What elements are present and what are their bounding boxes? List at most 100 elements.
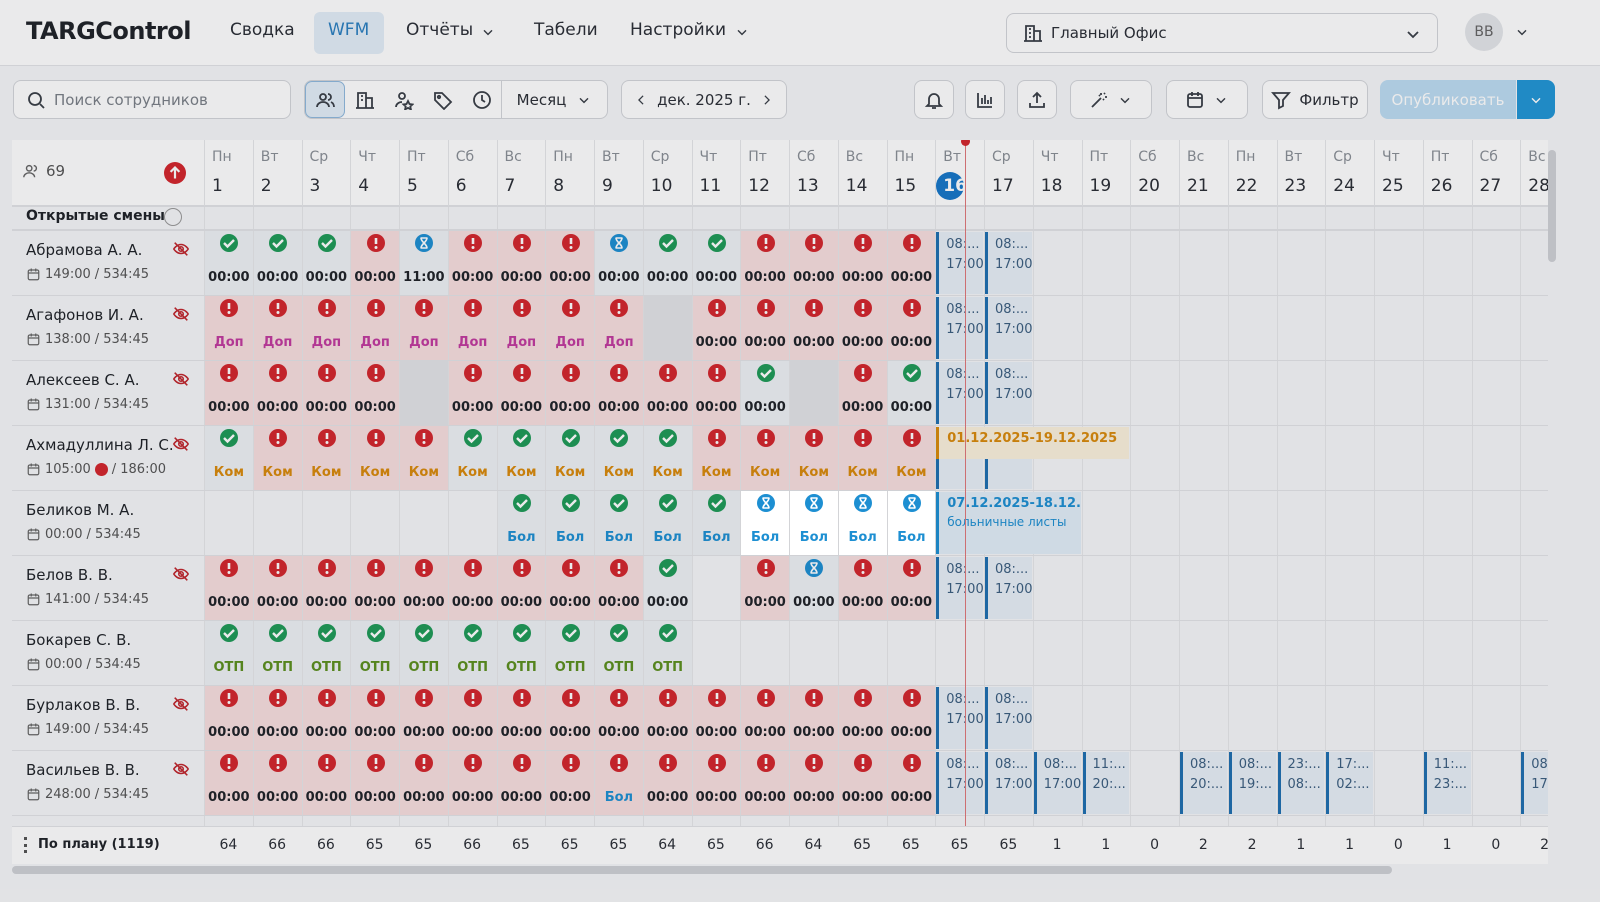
tags-view[interactable] [423,90,462,110]
day-cell[interactable]: 00:00 [741,231,789,295]
day-cell[interactable]: Ком [741,426,789,490]
day-cell[interactable]: Ком [497,426,546,490]
day-cell[interactable]: Ком [692,426,741,490]
nav-item[interactable]: Табели [534,20,598,40]
footer-menu[interactable] [24,837,28,853]
calendar-button[interactable] [1166,80,1248,119]
day-cell[interactable]: ОТП [253,621,302,685]
day-cell[interactable]: 00:00 [205,556,253,620]
day-cell[interactable]: 00:00 [692,231,741,295]
day-cell[interactable]: Доп [546,296,594,360]
day-cell[interactable]: Ком [253,426,302,490]
shift-block[interactable]: 08:...17:00 [936,687,983,749]
stats-button[interactable] [965,80,1005,119]
day-cell[interactable]: Ком [400,426,448,490]
day-cell[interactable]: Бол [838,491,887,555]
day-cell[interactable]: 00:00 [887,296,936,360]
day-cell[interactable]: 00:00 [790,686,838,750]
day-cell[interactable]: 00:00 [497,751,546,815]
day-cell[interactable]: 00:00 [692,686,741,750]
day-cell[interactable]: 00:00 [692,361,741,425]
day-cell[interactable]: 00:00 [741,361,789,425]
day-cell[interactable]: 00:00 [838,556,887,620]
notifications-button[interactable] [914,80,954,119]
day-cell[interactable]: 00:00 [351,751,399,815]
next-button[interactable] [760,90,774,110]
day-cell[interactable]: 00:00 [205,361,253,425]
day-cell[interactable]: 00:00 [741,751,789,815]
day-cell[interactable]: Ком [351,426,399,490]
day-cell[interactable]: 00:00 [595,556,643,620]
day-cell[interactable]: 00:00 [790,751,838,815]
day-cell[interactable]: 00:00 [253,556,302,620]
day-cell[interactable]: 00:00 [546,686,594,750]
day-cell[interactable]: ОТП [546,621,594,685]
day-cell[interactable]: Ком [546,426,594,490]
day-cell[interactable]: 00:00 [448,556,497,620]
employee-name[interactable]: Ахмадуллина Л. С. [26,436,174,454]
shift-block[interactable]: 08:...17:00 [985,687,1032,749]
day-cell[interactable]: Ком [887,426,936,490]
search-input[interactable]: Поиск сотрудников [13,80,291,119]
day-cell[interactable]: 00:00 [643,231,692,295]
day-cell[interactable]: 00:00 [741,556,789,620]
day-cell[interactable]: Ком [448,426,497,490]
people-view[interactable] [305,81,345,118]
absence-period[interactable]: 01.12.2025-19.12.2025 [936,427,1130,459]
day-cell[interactable]: ОТП [205,621,253,685]
hidden-icon[interactable] [172,435,190,457]
day-cell[interactable]: Ком [790,426,838,490]
day-cell[interactable]: 00:00 [741,296,789,360]
day-cell[interactable]: 00:00 [448,361,497,425]
shift-block[interactable]: 11:... 23:... [1423,752,1471,814]
day-cell[interactable] [790,361,838,425]
day-cell[interactable]: 00:00 [205,751,253,815]
day-cell[interactable]: 00:00 [253,231,302,295]
publish-button[interactable]: Опубликовать [1380,80,1516,119]
day-cell[interactable]: 00:00 [400,751,448,815]
day-cell[interactable]: 00:00 [838,686,887,750]
auto-button[interactable] [1070,80,1152,119]
day-cell[interactable]: 00:00 [253,361,302,425]
day-cell[interactable]: 00:00 [253,686,302,750]
day-cell[interactable]: 00:00 [448,231,497,295]
day-cell[interactable]: 00:00 [448,751,497,815]
day-cell[interactable]: 00:00 [692,751,741,815]
employee-name[interactable]: Белов В. В. [26,566,113,584]
day-cell[interactable]: Ком [643,426,692,490]
nav-item[interactable]: Отчёты [406,20,474,40]
day-cell[interactable]: 00:00 [790,231,838,295]
day-cell[interactable]: Бол [643,491,692,555]
shift-block[interactable]: 08:...17:00 [1033,752,1081,814]
employee-name[interactable]: Агафонов И. А. [26,306,144,324]
shift-block[interactable]: 08:...17:00 [985,752,1032,814]
day-cell[interactable]: 00:00 [595,361,643,425]
hidden-icon[interactable] [172,695,190,717]
building-view[interactable] [345,90,384,110]
day-cell[interactable]: 00:00 [838,231,887,295]
hidden-icon[interactable] [172,240,190,262]
export-button[interactable] [1017,80,1057,119]
day-cell[interactable]: Бол [546,491,594,555]
time-view[interactable] [462,90,501,110]
day-cell[interactable]: Доп [448,296,497,360]
day-cell[interactable]: 00:00 [595,686,643,750]
day-cell[interactable]: 00:00 [546,751,594,815]
day-cell[interactable]: Бол [692,491,741,555]
day-cell[interactable]: Ком [302,426,351,490]
hidden-icon[interactable] [172,565,190,587]
absence-period[interactable]: 07.12.2025-18.12.2... больничные листы [936,492,1081,554]
shift-block[interactable]: 08:... 19:... [1228,752,1276,814]
shift-block[interactable]: 17:... 02:... [1326,752,1373,814]
day-cell[interactable]: Доп [253,296,302,360]
day-cell[interactable]: 00:00 [497,686,546,750]
office-select[interactable]: Главный Офис [1006,13,1438,53]
employee-name[interactable]: Васильев В. В. [26,761,140,779]
day-cell[interactable]: Ком [205,426,253,490]
shift-block[interactable]: 08:...17:00 [936,297,983,359]
help-icon[interactable] [164,208,182,226]
day-cell[interactable]: 00:00 [595,231,643,295]
filter-button[interactable]: Фильтр [1262,80,1368,119]
day-cell[interactable]: 00:00 [448,686,497,750]
day-cell[interactable]: 00:00 [643,686,692,750]
